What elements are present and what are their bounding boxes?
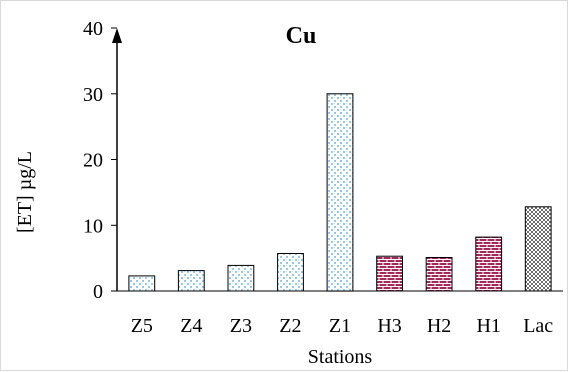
x-tick-label-h1: H1 [476,315,500,337]
bar-z1 [326,93,354,292]
bar-h3 [376,255,404,292]
bar-z4 [177,270,205,292]
x-tick-label-z5: Z5 [131,315,153,337]
bar-h2 [425,257,453,292]
x-tick-label-lac: Lac [523,315,553,337]
x-tick-label-z4: Z4 [180,315,202,337]
x-tick-label-z1: Z1 [329,315,351,337]
chart-title: Cu [286,23,317,49]
x-tick-label-h2: H2 [427,315,451,337]
x-tick-label-z2: Z2 [279,315,301,337]
y-tick-label: 0 [93,281,103,303]
bar-z3 [227,264,255,292]
x-axis-title: Stations [308,346,373,368]
bar-h1 [475,236,503,292]
x-tick-label-h3: H3 [377,315,401,337]
x-tick-label-z3: Z3 [230,315,252,337]
bar-z2 [277,253,304,292]
y-axis-title: [ET] µg/L [14,151,36,233]
y-tick-label: 10 [83,215,103,237]
bar-z5 [128,275,156,292]
y-tick-label: 40 [83,18,103,40]
y-tick-label: 20 [83,150,103,172]
y-axis-arrow-icon [112,28,122,43]
y-tick-label: 30 [83,84,103,106]
bar-lac [524,206,552,292]
